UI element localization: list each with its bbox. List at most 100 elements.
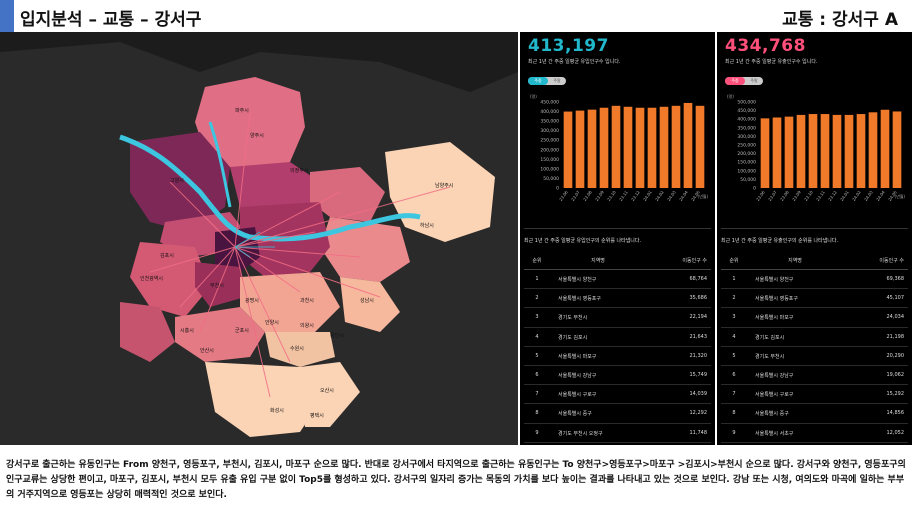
region-west-coast	[120, 302, 175, 362]
table-cell: 서울특별시 강남구	[558, 372, 597, 379]
table-row[interactable]: 4 경기도 김포시 21,198	[721, 328, 908, 347]
chart-bar[interactable]	[635, 107, 645, 188]
chart-bar[interactable]	[868, 112, 878, 188]
table-row[interactable]: 6 서울특별시 강남구 15,749	[524, 366, 711, 386]
chart-bar[interactable]	[832, 114, 842, 188]
table-row[interactable]: 1 서울특별시 양천구 68,764	[524, 270, 711, 290]
table-row[interactable]: 8 서울특별시 중구 12,292	[524, 404, 711, 424]
chart-bar[interactable]	[796, 114, 806, 188]
y-tick-label: 250,000	[737, 143, 756, 149]
table-cell: 14,039	[689, 391, 708, 398]
table-header-cell: 이동인구 수	[682, 258, 707, 264]
table-row[interactable]: 2 서울특별시 영등포구 45,107	[721, 289, 908, 309]
table-cell: 12,292	[689, 410, 708, 417]
table-cell: 4	[732, 333, 736, 340]
table-row[interactable]: 6 서울특별시 강남구 19,062	[721, 366, 908, 386]
x-tick-label: 23.08	[582, 189, 593, 202]
table-row[interactable]: 9 경기도 부천시 오정구 11,748	[524, 424, 711, 443]
chart-bar[interactable]	[844, 114, 854, 188]
table-row[interactable]: 7 서울특별시 구로구 15,292	[721, 385, 908, 405]
x-tick-label: 23.11	[815, 189, 826, 202]
inflow-toggle[interactable]: 주중 주말	[528, 77, 566, 85]
map-region-label: 하남시	[420, 222, 434, 229]
header-accent-bar	[0, 0, 14, 32]
inflow-rank-table: 순위 지역명 이동인구 수 1 서울특별시 양천구 68,764 2 서울특별시 영등포구 35…	[524, 251, 711, 445]
map-region-label: 부천시	[210, 282, 224, 289]
chart-bar[interactable]	[563, 111, 573, 188]
table-row[interactable]: 8 서울특별시 중구 14,856	[721, 404, 908, 424]
chart-bar[interactable]	[892, 111, 902, 188]
chart-bar[interactable]	[772, 117, 782, 188]
outflow-toggle[interactable]: 주중 주말	[725, 77, 763, 85]
chart-bar[interactable]	[760, 118, 770, 188]
table-cell: 2	[732, 295, 736, 302]
y-tick-label: 100,000	[737, 168, 756, 174]
x-tick-label: 23.08	[779, 189, 790, 202]
chart-bar[interactable]	[880, 109, 890, 188]
chart-y-unit: (명)	[727, 93, 734, 99]
chart-bar[interactable]	[587, 109, 597, 188]
chart-bar[interactable]	[808, 114, 818, 188]
table-cell: 서울특별시 구로구	[755, 392, 794, 399]
x-tick-label: 24.04	[875, 189, 886, 202]
chart-bar[interactable]	[683, 102, 693, 188]
toggle-weekend[interactable]: 주말	[750, 78, 758, 83]
chart-bar[interactable]	[575, 110, 585, 188]
toggle-weekday[interactable]: 주중	[725, 77, 745, 85]
table-cell: 서울특별시 마포구	[755, 315, 794, 322]
table-row[interactable]: 3 경기도 부천시 22,194	[524, 308, 711, 328]
outflow-table-title: 최근 1년 간 주중 일평균 유출인구의 순위를 나타냅니다.	[721, 238, 839, 244]
table-cell: 2	[535, 295, 539, 302]
y-tick-label: 50,000	[543, 176, 559, 182]
chart-bar[interactable]	[611, 105, 621, 188]
page-subtitle: 교통 : 강서구 A	[782, 10, 898, 30]
table-cell: 6	[535, 371, 539, 378]
table-cell: 45,107	[886, 295, 905, 302]
table-row[interactable]: 5 서울특별시 마포구 21,320	[524, 347, 711, 366]
table-row[interactable]: 7 서울특별시 구로구 14,039	[524, 385, 711, 405]
map-region-label: 의정부시	[290, 167, 308, 174]
table-cell: 7	[732, 391, 736, 398]
chart-bar[interactable]	[856, 114, 866, 188]
map-region-label: 파주시	[235, 107, 249, 114]
table-row[interactable]: 4 경기도 김포시 21,643	[524, 328, 711, 347]
chart-bar[interactable]	[659, 106, 669, 188]
map-region-label: 광명시	[245, 297, 259, 304]
map-region-label: 인천광역시	[140, 275, 163, 282]
table-row[interactable]: 10인천광역시 서구11,196	[524, 443, 711, 445]
flow-map[interactable]: 파주시 고양시 김포시 부천시 인천광역시 시흥시 안산시 광명시 과천시 성남시 하남시 남양주시 의…	[0, 32, 518, 445]
table-row[interactable]: 1 서울특별시 양천구 69,368	[721, 270, 908, 290]
x-tick-label: 24.01	[839, 189, 850, 202]
region-north-center	[230, 162, 320, 212]
outflow-subtitle: 최근 1년 간 주중 일평균 유출인구수 입니다.	[725, 59, 818, 65]
chart-bar[interactable]	[820, 114, 830, 188]
table-cell: 19,062	[886, 371, 905, 378]
map-region-label: 수원시	[290, 345, 304, 352]
chart-bar[interactable]	[695, 105, 705, 188]
table-row[interactable]: 9 서울특별시 서초구 12,052	[721, 424, 908, 443]
region-ansan	[175, 307, 265, 362]
x-tick-label: 23.06	[755, 189, 766, 202]
table-header: 순위 지역명 이동인구 수	[721, 251, 908, 270]
table-row[interactable]: 3 서울특별시 마포구 24,034	[721, 308, 908, 328]
chart-bar[interactable]	[623, 106, 633, 188]
chart-bar[interactable]	[647, 107, 657, 188]
table-header-cell: 순위	[532, 258, 542, 264]
table-row[interactable]: 2 서울특별시 영등포구 35,686	[524, 289, 711, 309]
table-cell: 7	[535, 391, 539, 398]
table-row[interactable]: 5 경기도 부천시 20,290	[721, 347, 908, 366]
map-region-label: 성남시	[360, 297, 374, 304]
y-tick-label: 100,000	[540, 166, 559, 172]
chart-bar[interactable]	[671, 105, 681, 188]
toggle-weekday[interactable]: 주중	[528, 77, 548, 85]
inflow-subtitle: 최근 1년 간 주중 일평균 유입인구수 입니다.	[528, 59, 621, 65]
chart-bar[interactable]	[784, 116, 794, 188]
x-tick-label: 23.10	[803, 189, 814, 202]
toggle-weekend[interactable]: 주말	[553, 78, 561, 83]
table-cell: 35,686	[689, 295, 708, 302]
chart-bar[interactable]	[599, 107, 609, 188]
table-row[interactable]: 10서울특별시 종로구11,610	[721, 443, 908, 445]
table-cell: 8	[732, 410, 736, 417]
region-seoul-east	[320, 217, 410, 282]
y-tick-label: 0	[753, 186, 756, 192]
